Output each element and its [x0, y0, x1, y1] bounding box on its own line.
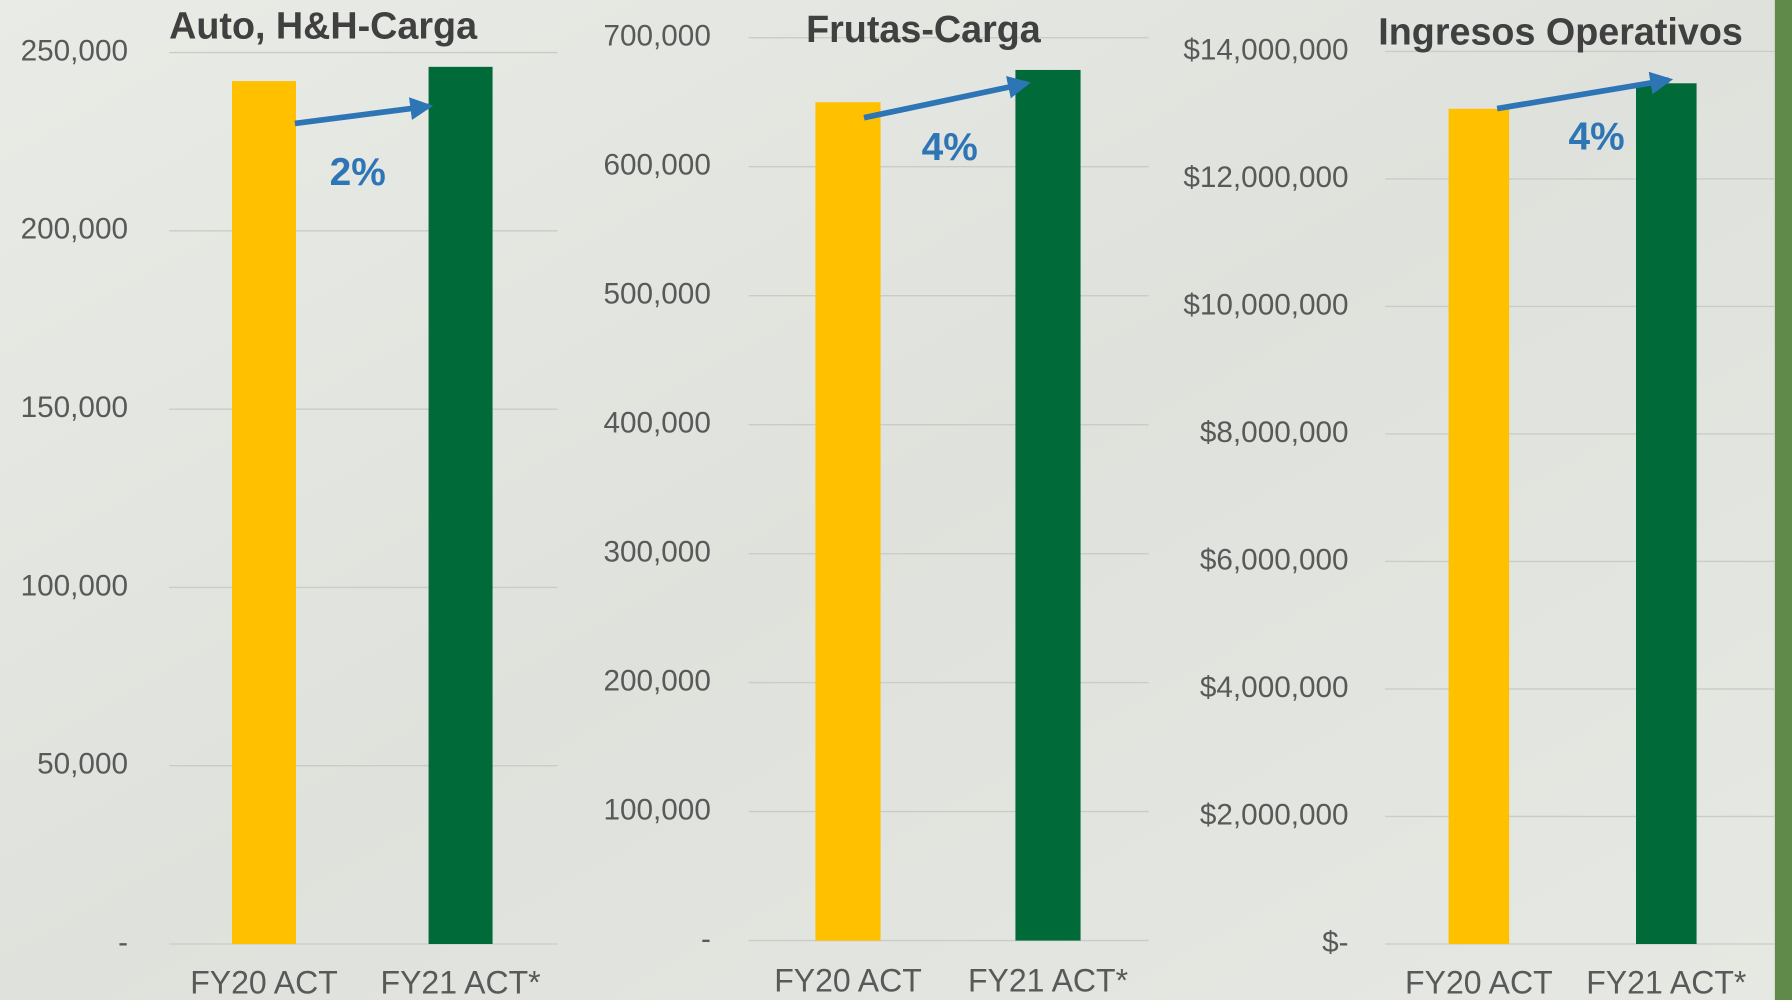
y-tick-label: - — [118, 926, 128, 959]
growth-arrow — [863, 76, 1031, 121]
y-tick-label: $8,000,000 — [1200, 416, 1349, 449]
y-tick-label: 300,000 — [603, 535, 710, 568]
chart-title: Ingresos Operativos — [1378, 10, 1743, 52]
y-tick-label: 700,000 — [603, 20, 710, 53]
y-tick-label: 200,000 — [21, 213, 128, 246]
bar — [815, 102, 881, 941]
y-tick-label: 500,000 — [603, 278, 710, 311]
y-tick-label: $- — [1322, 926, 1348, 959]
y-tick-label: 150,000 — [21, 391, 128, 424]
y-tick-label: 400,000 — [603, 406, 710, 439]
x-tick-label: FY20 ACT — [774, 962, 922, 998]
x-tick-label: FY21 ACT* — [968, 962, 1128, 998]
y-tick-label: $12,000,000 — [1183, 161, 1348, 194]
bar — [428, 66, 493, 944]
x-tick-label: FY20 ACT — [190, 965, 338, 1000]
growth-label: 2% — [330, 151, 386, 194]
y-tick-label: $10,000,000 — [1183, 288, 1348, 321]
y-tick-label: $4,000,000 — [1200, 671, 1349, 704]
bar — [1015, 69, 1081, 941]
y-tick-label: $6,000,000 — [1200, 543, 1349, 576]
x-tick-label: FY21 ACT* — [381, 965, 541, 1000]
chart-title: Auto, H&H-Carga — [169, 5, 478, 47]
chart-title: Frutas-Carga — [806, 8, 1042, 50]
growth-label: 4% — [922, 126, 978, 169]
x-tick-label: FY21 ACT* — [1586, 965, 1746, 1000]
y-tick-label: 100,000 — [603, 793, 710, 826]
bar — [232, 81, 296, 944]
y-tick-label: 200,000 — [603, 664, 710, 697]
x-tick-label: FY20 ACT — [1405, 965, 1553, 1000]
y-tick-label: 600,000 — [603, 149, 710, 182]
growth-label: 4% — [1568, 116, 1624, 159]
y-tick-label: - — [701, 922, 711, 955]
bar — [1448, 108, 1510, 944]
y-tick-label: 100,000 — [21, 569, 128, 602]
y-tick-label: 250,000 — [21, 34, 128, 67]
y-tick-label: $14,000,000 — [1183, 33, 1348, 66]
growth-arrow — [294, 97, 434, 127]
edge-strip — [1774, 0, 1792, 1000]
bar — [1636, 83, 1697, 944]
y-tick-label: $2,000,000 — [1200, 798, 1349, 831]
y-tick-label: 50,000 — [37, 748, 128, 781]
growth-arrow — [1496, 71, 1674, 112]
